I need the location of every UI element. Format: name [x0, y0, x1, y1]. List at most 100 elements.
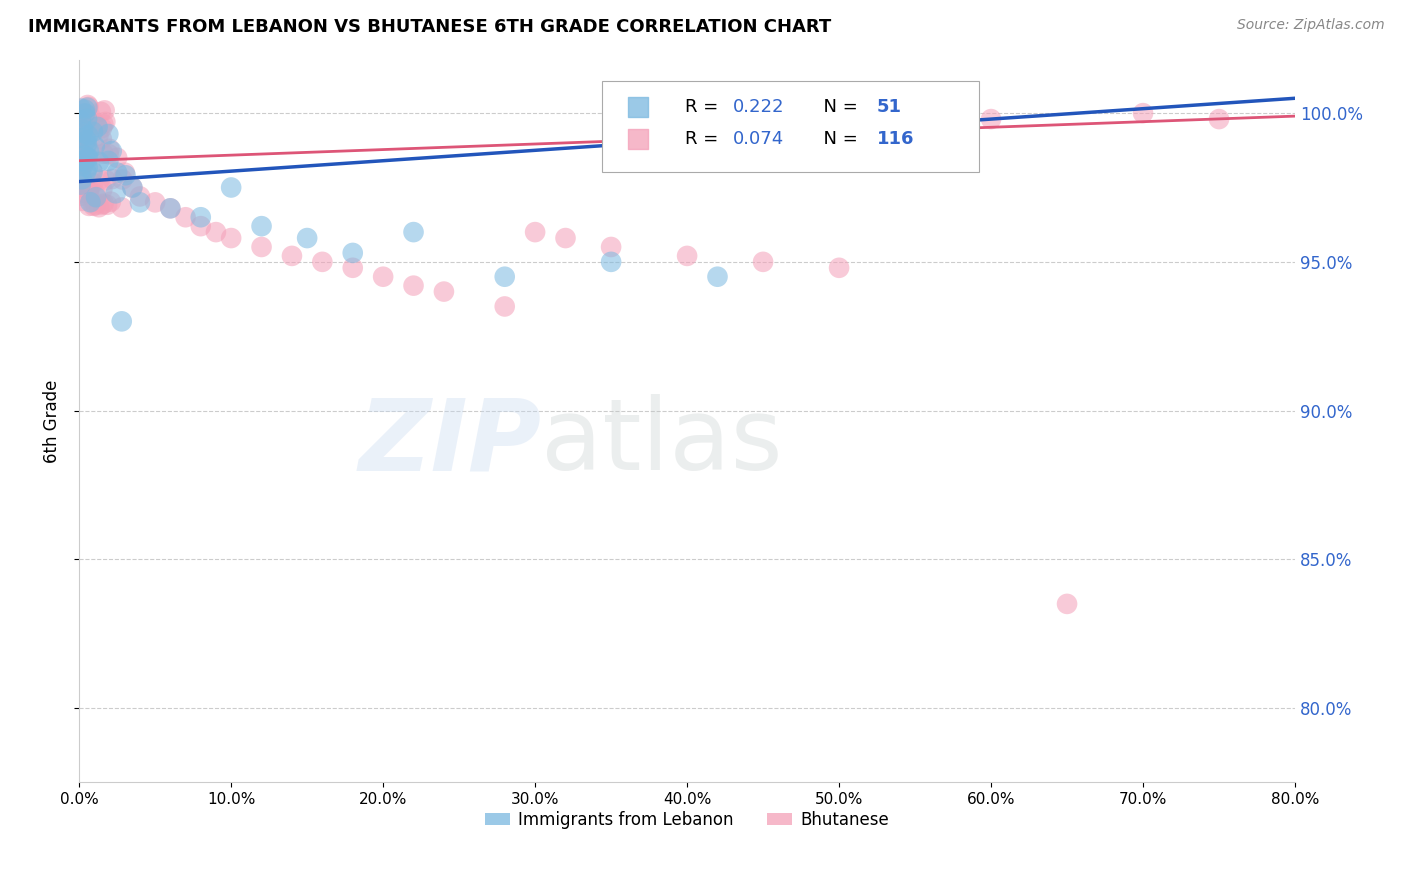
Point [76, 112, 98, 127]
Point [600, 255, 623, 269]
Point [69, 153, 91, 168]
Point [87, 128, 110, 143]
Point [75, 140, 97, 154]
Point [706, 269, 728, 284]
Point [69, 163, 91, 178]
Text: Source: ZipAtlas.com: Source: ZipAtlas.com [1237, 18, 1385, 32]
Text: R =: R = [685, 130, 724, 148]
Point [69, 178, 91, 192]
Point [91, 121, 114, 136]
Point [75, 106, 97, 120]
Point [76, 150, 98, 164]
Point [524, 225, 547, 239]
Point [73, 149, 96, 163]
Point [402, 225, 425, 239]
Point [91, 197, 114, 211]
Point [174, 211, 197, 225]
Point [77, 144, 100, 158]
Text: 116: 116 [877, 130, 914, 148]
Point [94, 115, 117, 129]
Point [373, 269, 395, 284]
Point [82, 199, 104, 213]
Point [70, 153, 93, 168]
Point [79, 184, 101, 198]
Text: 0.074: 0.074 [734, 130, 785, 148]
Point [94, 173, 117, 187]
Point [402, 278, 425, 293]
Point [73, 106, 96, 120]
Point [111, 314, 134, 328]
Point [904, 118, 927, 132]
Point [114, 166, 136, 180]
Point [143, 195, 166, 210]
Point [114, 168, 136, 182]
Point [91, 182, 114, 196]
Point [111, 172, 134, 186]
Point [1132, 106, 1154, 120]
Point [79, 144, 101, 158]
Text: ZIP: ZIP [359, 394, 541, 491]
Y-axis label: 6th Grade: 6th Grade [44, 379, 60, 463]
Point [129, 195, 152, 210]
Point [311, 255, 333, 269]
Point [768, 300, 790, 314]
Point [205, 225, 228, 239]
Point [70, 172, 93, 186]
Point [600, 240, 623, 254]
Point [77, 199, 100, 213]
Point [84, 187, 107, 202]
Point [80, 111, 103, 125]
Point [76, 98, 98, 112]
Point [1056, 597, 1078, 611]
Point [82, 176, 104, 190]
FancyBboxPatch shape [602, 81, 979, 171]
Point [84, 190, 107, 204]
Text: R =: R = [685, 97, 724, 116]
Point [76, 161, 98, 175]
Point [342, 260, 364, 275]
Point [89, 173, 111, 187]
Point [97, 153, 120, 168]
Point [69, 113, 91, 128]
Point [97, 147, 120, 161]
Point [159, 202, 181, 216]
Point [97, 127, 120, 141]
Point [70, 157, 93, 171]
Point [105, 151, 128, 165]
Point [250, 240, 273, 254]
Point [83, 139, 105, 153]
Point [190, 211, 212, 225]
Point [76, 137, 98, 152]
Point [768, 434, 790, 448]
Point [77, 111, 100, 125]
Point [129, 189, 152, 203]
Point [101, 172, 124, 186]
Point [77, 128, 100, 143]
Point [73, 103, 96, 117]
Point [82, 163, 104, 178]
Point [70, 127, 93, 141]
Point [70, 188, 93, 202]
Point [828, 121, 851, 136]
Point [93, 146, 115, 161]
Point [70, 102, 93, 116]
Point [82, 165, 104, 179]
Text: 51: 51 [877, 97, 901, 116]
Point [69, 154, 91, 169]
Point [70, 158, 93, 172]
Point [84, 198, 107, 212]
Point [69, 131, 91, 145]
Legend: Immigrants from Lebanon, Bhutanese: Immigrants from Lebanon, Bhutanese [478, 804, 896, 836]
Point [75, 164, 97, 178]
Point [100, 194, 122, 209]
Point [93, 196, 115, 211]
Point [98, 142, 121, 156]
Point [87, 200, 110, 214]
Point [554, 231, 576, 245]
Point [76, 133, 98, 147]
Point [77, 184, 100, 198]
Point [828, 260, 851, 275]
Point [494, 269, 516, 284]
Point [96, 198, 118, 212]
Point [90, 132, 112, 146]
